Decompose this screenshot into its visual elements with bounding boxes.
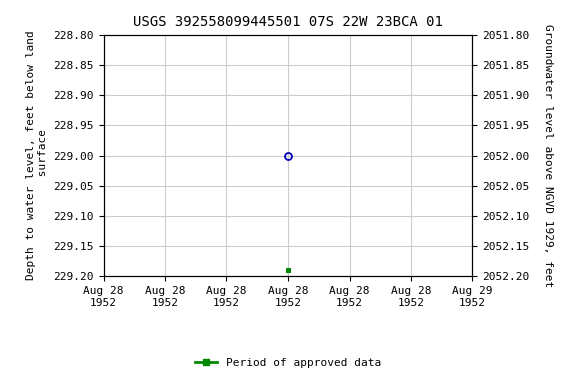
- Y-axis label: Groundwater level above NGVD 1929, feet: Groundwater level above NGVD 1929, feet: [543, 24, 553, 287]
- Legend: Period of approved data: Period of approved data: [191, 354, 385, 372]
- Title: USGS 392558099445501 07S 22W 23BCA 01: USGS 392558099445501 07S 22W 23BCA 01: [133, 15, 443, 29]
- Y-axis label: Depth to water level, feet below land
 surface: Depth to water level, feet below land su…: [26, 31, 48, 280]
